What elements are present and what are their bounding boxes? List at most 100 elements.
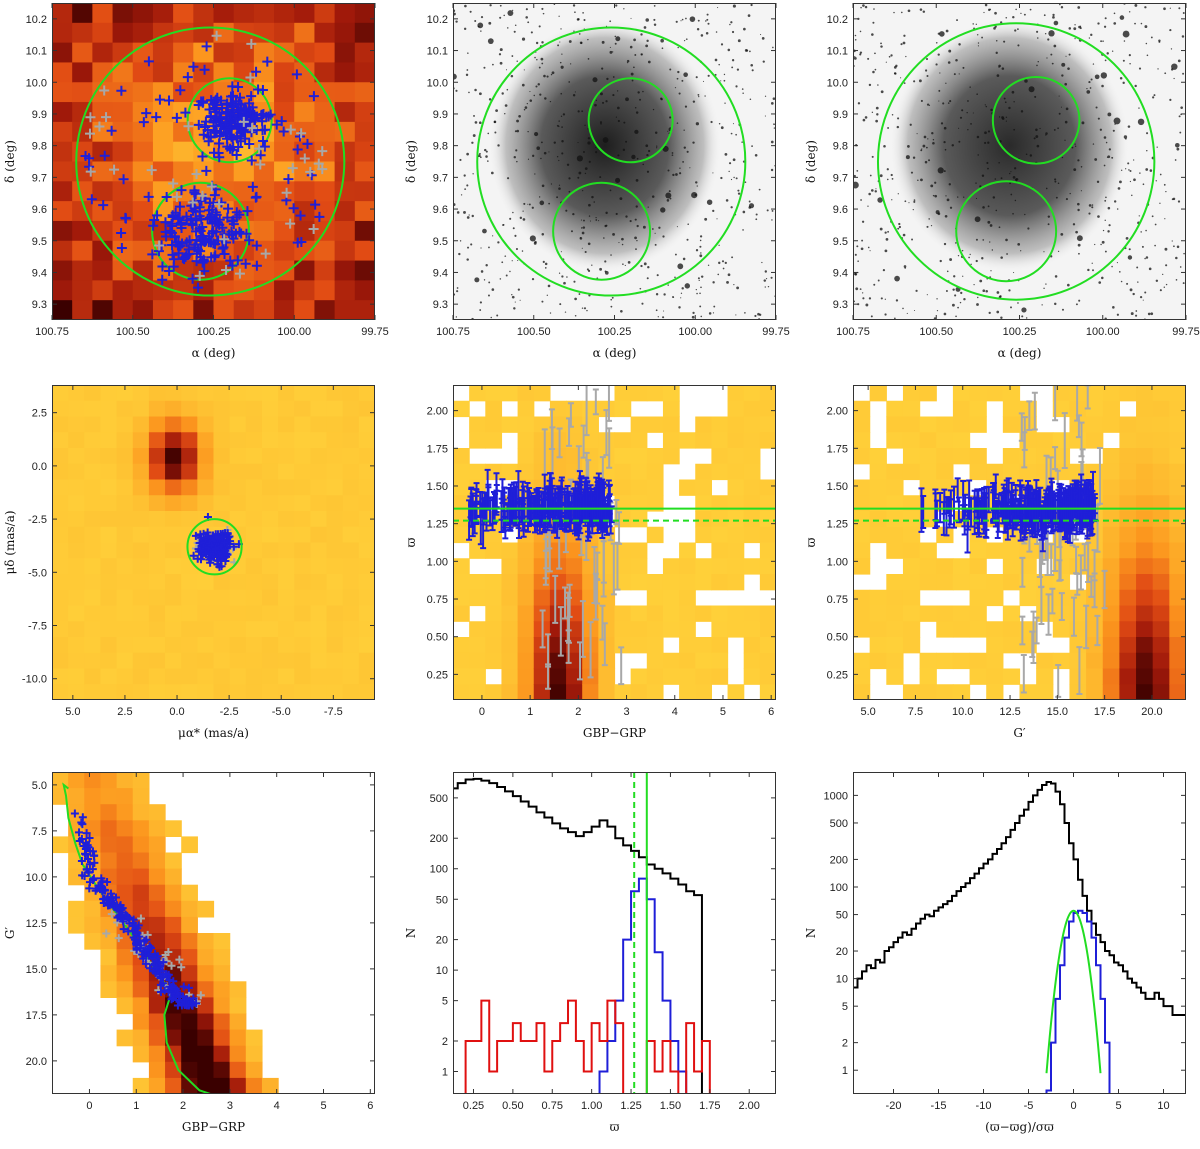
star [1075, 303, 1078, 306]
star [488, 246, 490, 249]
heat-cell [173, 300, 194, 320]
star [1035, 128, 1038, 132]
star [634, 129, 639, 134]
y-tick-label: 12.5 [26, 918, 47, 930]
star [617, 154, 620, 157]
star [518, 114, 521, 118]
heat-cell [1152, 432, 1170, 449]
heat-cell [132, 416, 150, 433]
star [559, 41, 561, 43]
y-tick-label: 5.0 [32, 780, 47, 792]
star [568, 190, 571, 193]
x-tick-label: -20 [886, 1100, 902, 1112]
heat-cell [1169, 684, 1186, 700]
member-marker [161, 191, 172, 202]
heat-cell [902, 574, 921, 591]
heat-cell [132, 181, 154, 202]
heat-cell [501, 589, 519, 607]
star [686, 238, 689, 241]
star [615, 4, 618, 7]
heat-cell [116, 385, 134, 402]
member-marker [106, 895, 115, 904]
star [1116, 208, 1119, 210]
star [521, 83, 525, 87]
star [1053, 128, 1056, 131]
heat-cell [84, 933, 102, 950]
heat-cell [68, 385, 85, 402]
x-tick-label: -7.5 [324, 706, 343, 718]
heat-cell [84, 432, 102, 449]
heat-cell [52, 432, 69, 449]
heat-cell [148, 558, 166, 575]
member-marker [220, 538, 229, 547]
star [755, 213, 758, 216]
heat-cell [278, 463, 295, 481]
star [919, 8, 923, 11]
star [932, 139, 935, 141]
star [687, 223, 689, 225]
heat-cell [278, 621, 295, 638]
star [474, 19, 477, 22]
heat-cell [132, 3, 154, 24]
nonmember-marker [313, 158, 324, 169]
heat-cell [1102, 526, 1120, 544]
heat-cell [501, 574, 519, 591]
star [903, 34, 906, 37]
star [695, 288, 697, 291]
heat-cell [100, 652, 118, 670]
x-tick-label: 1.75 [699, 1100, 720, 1112]
heat-cell [132, 652, 150, 670]
x-tick-label: 100.75 [35, 326, 69, 338]
heat-cell [92, 42, 114, 64]
heat-cell [261, 605, 279, 622]
star [1047, 223, 1050, 226]
star [624, 264, 626, 267]
star [463, 174, 466, 177]
star [1065, 198, 1068, 201]
member-marker [225, 122, 236, 133]
star [1144, 6, 1147, 9]
heat-cell [759, 637, 776, 654]
nonmember-errorbar [605, 385, 612, 422]
heat-cell [197, 479, 215, 496]
x-axis-label: GBP−GRP [182, 1120, 245, 1134]
heat-cell [92, 240, 114, 262]
y-tick-label: 9.4 [833, 267, 848, 279]
heat-cell [334, 240, 356, 262]
heat-cell [1169, 416, 1186, 433]
heat-cell [213, 997, 231, 1015]
heat-cell [952, 558, 971, 575]
star [1171, 63, 1178, 70]
heat-cell [1136, 448, 1154, 465]
heat-cell [193, 3, 215, 24]
heat-cell [132, 280, 154, 301]
heat-cell [213, 448, 231, 465]
star [1005, 116, 1008, 119]
heat-cell [902, 511, 921, 528]
star [976, 34, 979, 36]
heat-cell [886, 621, 904, 638]
heat-cell [116, 852, 134, 870]
star [1077, 202, 1080, 206]
heat-cell [197, 448, 215, 465]
star [582, 150, 585, 153]
star [1103, 164, 1106, 167]
star [651, 228, 654, 230]
heat-cell [294, 511, 311, 528]
star [911, 238, 914, 241]
y-tick-label: 17.5 [26, 1010, 47, 1022]
heat-cell [1102, 448, 1120, 465]
member-marker [143, 56, 154, 67]
star [1077, 159, 1080, 162]
heat-cell [84, 605, 102, 622]
heat-cell [1119, 495, 1137, 512]
heat-cell [229, 432, 247, 449]
nonmember-marker [260, 248, 271, 259]
star [969, 86, 971, 88]
heat-cell [112, 220, 134, 242]
heat-cell [1136, 495, 1154, 512]
heat-cell [662, 574, 680, 591]
nonmember-errorbar [545, 633, 552, 668]
heat-cell [52, 62, 73, 83]
heat-cell [314, 260, 336, 281]
